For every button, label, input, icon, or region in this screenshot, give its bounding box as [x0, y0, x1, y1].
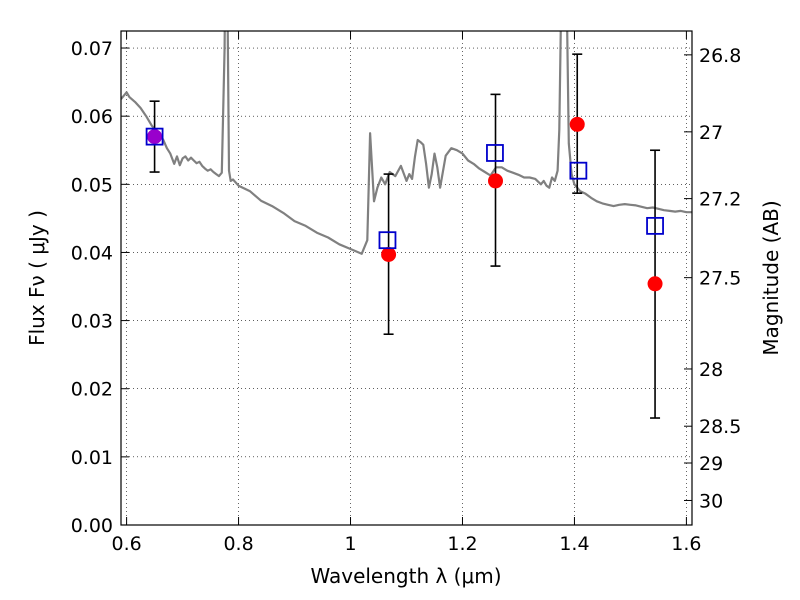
ticks: 0.6 0.8 1 1.2 1.4 1.6 0.00 0.01 0.02 0.03 0.04 0.05…	[71, 31, 741, 555]
right-tick-label: 27.5	[699, 268, 741, 290]
model-photometry-square	[145, 127, 164, 146]
observed-flux-point	[569, 116, 585, 132]
x-tick-label: 0.6	[111, 533, 141, 555]
y-tick-label: 0.00	[71, 515, 113, 537]
x-axis-label: Wavelength λ (μm)	[310, 564, 501, 588]
plot-area	[121, 31, 692, 525]
model-photometry-square	[486, 144, 504, 162]
x-tick-label: 0.8	[223, 533, 253, 555]
y-tick-label: 0.04	[71, 242, 113, 264]
right-axis-label: Magnitude (AB)	[759, 200, 783, 355]
right-tick-label: 28	[699, 359, 723, 381]
model-spectrum-line	[121, 31, 692, 255]
x-tick-label: 1.2	[447, 533, 477, 555]
marker-layer	[145, 116, 664, 292]
x-tick-label: 1.4	[559, 533, 589, 555]
observed-flux-point	[381, 246, 397, 262]
right-tick-label: 27	[699, 122, 723, 144]
model-photometry-square	[378, 231, 397, 250]
right-tick-label: 26.8	[699, 45, 741, 67]
right-tick-label: 30	[699, 490, 723, 512]
right-tick-label: 29	[699, 453, 723, 475]
right-tick-label: 28.5	[699, 416, 741, 438]
y-tick-label: 0.01	[71, 447, 113, 469]
right-axis-label-text: Magnitude (AB)	[759, 200, 783, 355]
y-tick-label: 0.07	[71, 38, 113, 60]
y-tick-label: 0.03	[71, 311, 113, 333]
observed-flux-point	[488, 173, 504, 189]
y-tick-label: 0.06	[71, 106, 113, 128]
observed-flux-point	[147, 129, 163, 145]
x-axis-label-text: Wavelength λ (μm)	[310, 564, 501, 588]
y-tick-label: 0.02	[71, 379, 113, 401]
spectrum-layer	[121, 31, 692, 255]
x-tick-label: 1.6	[671, 533, 701, 555]
y-axis-label-text: Flux Fν ( μJy )	[25, 210, 49, 346]
x-tick-label: 1	[344, 533, 356, 555]
model-photometry-square	[569, 161, 588, 180]
observed-flux-point	[647, 276, 663, 292]
y-axis-label: Flux Fν ( μJy )	[25, 210, 49, 346]
model-photometry-square	[646, 216, 664, 235]
right-tick-label: 27.2	[699, 189, 741, 211]
y-tick-label: 0.05	[71, 174, 113, 196]
